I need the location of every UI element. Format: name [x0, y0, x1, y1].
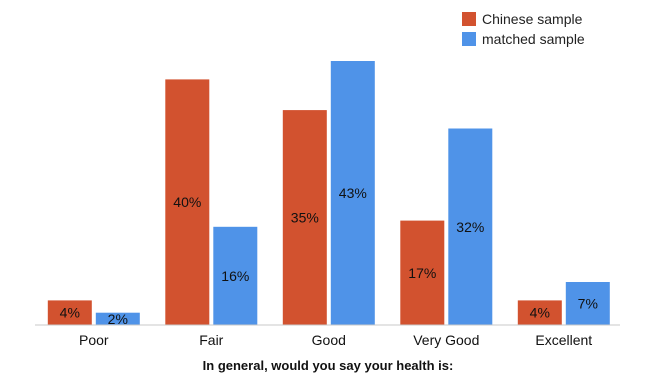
legend-swatch-matched-sample [462, 32, 476, 46]
data-label-matched-sample-very-good: 32% [456, 219, 484, 235]
x-tick-label-very-good: Very Good [413, 332, 479, 348]
x-axis-ticks: Poor Fair Good Very Good Excellent [79, 332, 592, 348]
data-label-chinese-sample-good: 35% [291, 210, 319, 226]
bar-chinese-sample-poor [47, 300, 92, 325]
data-label-matched-sample-poor: 2% [108, 311, 128, 327]
bar-chinese-sample-fair [165, 79, 210, 326]
data-label-chinese-sample-excellent: 4% [530, 305, 550, 321]
legend: Chinese sample matched sample [462, 11, 585, 47]
x-axis-label: In general, would you say your health is… [203, 358, 454, 373]
x-tick-label-excellent: Excellent [535, 332, 592, 348]
data-label-matched-sample-fair: 16% [221, 268, 249, 284]
data-label-chinese-sample-poor: 4% [60, 305, 80, 321]
data-label-chinese-sample-very-good: 17% [408, 265, 436, 281]
legend-label-chinese-sample: Chinese sample [482, 11, 583, 27]
bar-matched-sample-fair [213, 226, 258, 325]
bars-group: 4% 2% 40% 16% 35% 43% 17% 32% 4% 7% [47, 61, 610, 327]
bar-chinese-sample-excellent [517, 300, 562, 325]
bar-chinese-sample-very-good [400, 220, 445, 325]
bar-matched-sample-good [330, 61, 375, 325]
legend-swatch-chinese-sample [462, 12, 476, 26]
x-tick-label-fair: Fair [199, 332, 223, 348]
bar-matched-sample-excellent [565, 282, 610, 325]
bar-chinese-sample-good [282, 110, 327, 325]
bar-matched-sample-poor [95, 312, 140, 325]
data-label-matched-sample-excellent: 7% [578, 296, 598, 312]
x-tick-label-good: Good [312, 332, 346, 348]
data-label-chinese-sample-fair: 40% [173, 194, 201, 210]
bar-matched-sample-very-good [448, 128, 493, 325]
legend-label-matched-sample: matched sample [482, 31, 585, 47]
data-label-matched-sample-good: 43% [339, 185, 367, 201]
x-tick-label-poor: Poor [79, 332, 109, 348]
